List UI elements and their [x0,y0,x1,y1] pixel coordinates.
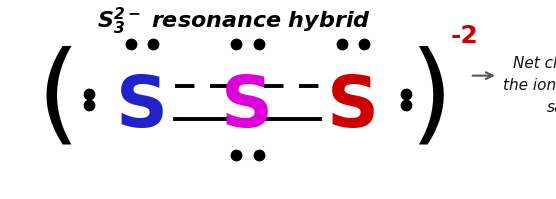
Text: Net charge on
the ion stays the
same: Net charge on the ion stays the same [503,56,556,115]
Text: -2: -2 [450,24,478,48]
Text: $\bfit{S_3^{2-}\ resonance\ hybrid}$: $\bfit{S_3^{2-}\ resonance\ hybrid}$ [97,6,370,37]
Text: S: S [327,73,379,142]
Text: S: S [221,73,274,142]
Text: ): ) [409,46,453,153]
Text: (: ( [37,46,80,153]
Text: S: S [116,73,168,142]
